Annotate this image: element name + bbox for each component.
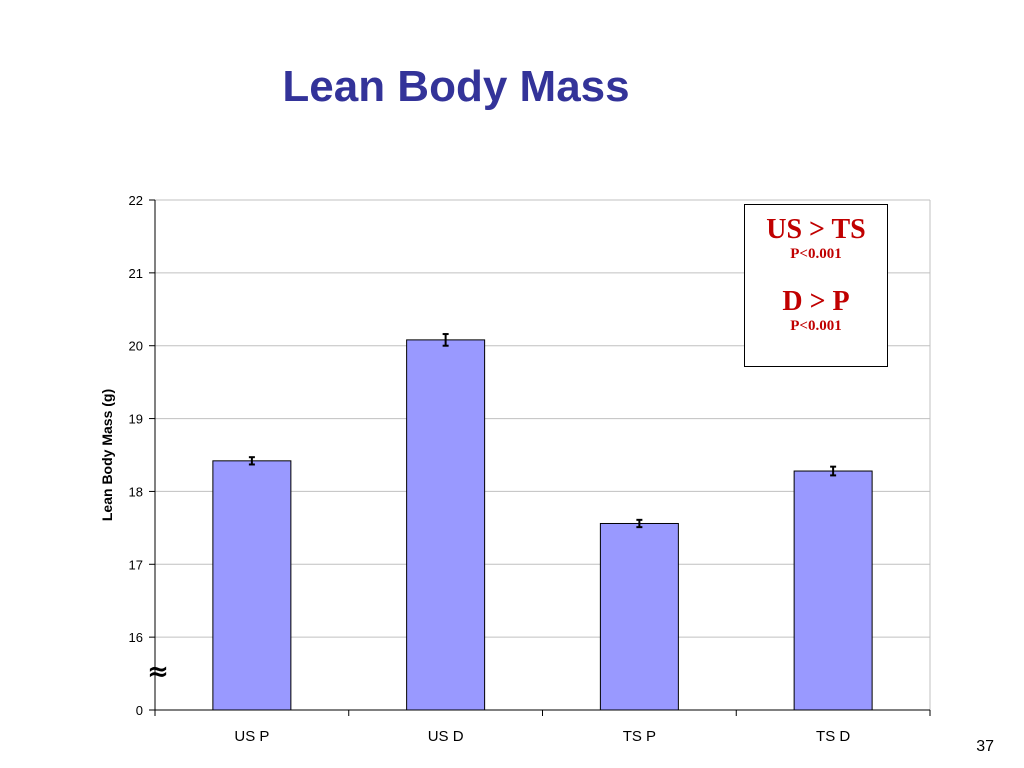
y-tick-label: 0 [136, 703, 143, 718]
y-tick-label: 21 [129, 266, 143, 281]
annotation-p-value-2: P<0.001 [790, 318, 842, 334]
significance-annotation: US > TS P<0.001 D > P P<0.001 [744, 204, 888, 367]
bar [599, 522, 679, 711]
annotation-p-value-1: P<0.001 [790, 246, 842, 262]
x-tick-labels: US P US D TS P TS D [234, 728, 850, 745]
slide-title: Lean Body Mass [282, 62, 630, 111]
y-tick-label: 17 [129, 557, 143, 572]
annotation-us-vs-ts: US > TS [766, 214, 866, 245]
y-tick-label: 19 [129, 412, 143, 427]
y-tick-label: 20 [129, 339, 143, 354]
y-tick-label: 22 [129, 193, 143, 208]
slide-number: 37 [976, 738, 994, 755]
y-tick-label: 18 [129, 484, 143, 499]
y-tick-label: 16 [129, 630, 143, 645]
x-tick-label: US D [428, 728, 464, 745]
bar [212, 460, 292, 711]
x-tick-label: US P [234, 728, 269, 745]
y-axis-label: Lean Body Mass (g) [99, 389, 115, 521]
y-tick-labels: 0 16 17 18 19 20 21 22 [129, 193, 143, 718]
axis-break-symbol: ≈ [147, 657, 169, 687]
x-tick-label: TS D [816, 728, 850, 745]
bars [212, 339, 873, 711]
bar [406, 339, 486, 711]
axes [149, 199, 931, 716]
x-tick-label: TS P [623, 728, 656, 745]
bar [793, 470, 873, 711]
error-bars [248, 333, 837, 529]
annotation-d-vs-p: D > P [782, 286, 850, 317]
